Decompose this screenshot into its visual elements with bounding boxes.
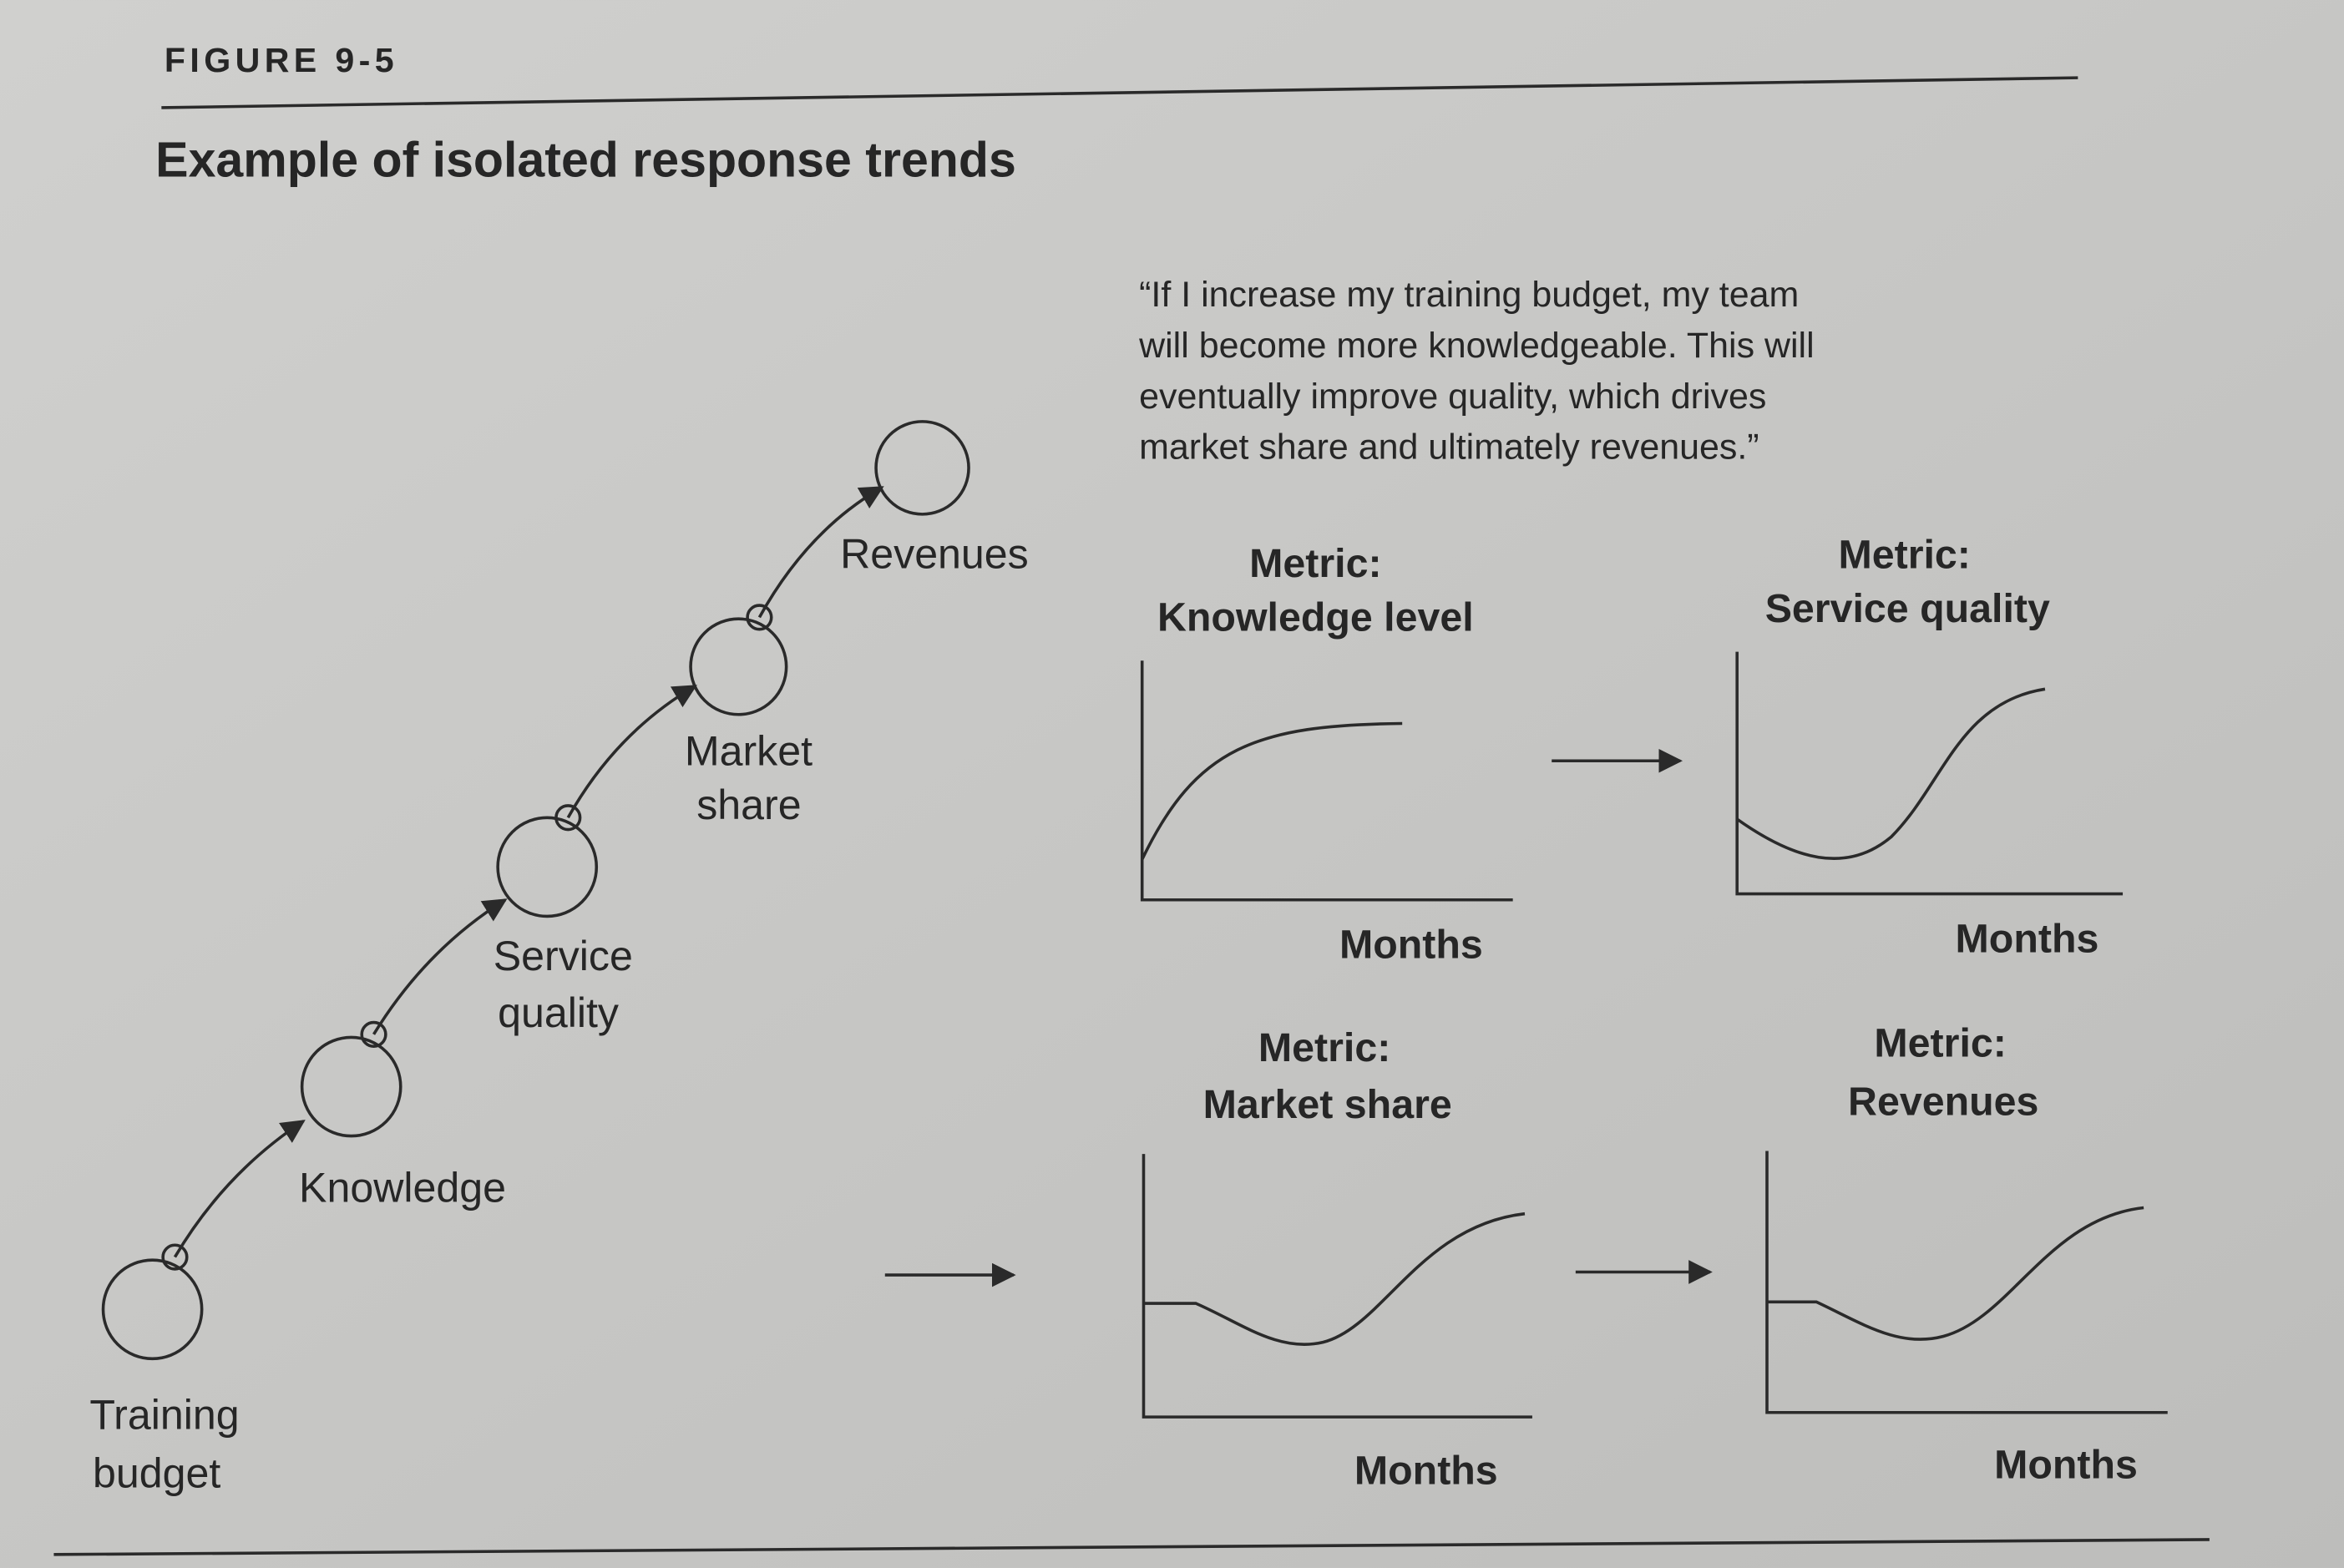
bottom-rule xyxy=(53,1538,2210,1556)
chart-curve xyxy=(1736,687,2046,861)
chart-service-quality: Metric: Service quality Months xyxy=(1735,532,2124,961)
chart-curve xyxy=(1143,1211,1526,1347)
chart-title: Market share xyxy=(1203,1082,1452,1127)
x-axis-label: Months xyxy=(1339,923,1483,968)
top-rule xyxy=(161,76,2078,109)
chart-axes xyxy=(1765,1151,2168,1414)
figure-label: FIGURE 9-5 xyxy=(165,41,398,79)
connector-icon xyxy=(746,604,773,631)
figure-title: Example of isolated response trends xyxy=(155,132,1016,187)
node-service-quality xyxy=(496,816,599,918)
node-revenues xyxy=(874,420,970,516)
chart-revenues: Metric: Revenues Months xyxy=(1765,1021,2168,1488)
node-label: Market xyxy=(685,728,813,775)
node-label: Knowledge xyxy=(299,1164,506,1211)
arrow-icon xyxy=(566,685,697,819)
x-axis-label: Months xyxy=(1994,1443,2138,1488)
connector-icon xyxy=(554,804,582,832)
quote-line: will become more knowledgeable. This wil… xyxy=(1138,326,1815,366)
chart-title: Metric: xyxy=(1838,532,1970,577)
chart-axes xyxy=(1140,660,1513,902)
chart-axes xyxy=(1142,1154,1532,1419)
chart-title: Knowledge level xyxy=(1157,595,1474,640)
arrow-icon xyxy=(757,486,884,619)
chart-axes xyxy=(1735,651,2124,896)
chart-curve xyxy=(1766,1206,2144,1341)
chart-title: Metric: xyxy=(1258,1025,1390,1070)
node-label: Service xyxy=(494,933,633,979)
chart-curve xyxy=(1141,721,1403,861)
quote-line: market share and ultimately revenues.” xyxy=(1139,427,1759,468)
chart-market-share: Metric: Market share Months xyxy=(1142,1025,1532,1494)
arrow-icon xyxy=(173,1120,306,1258)
chart-title: Revenues xyxy=(1848,1080,2038,1125)
x-axis-label: Months xyxy=(1354,1449,1498,1494)
node-label: Revenues xyxy=(840,530,1029,577)
arrow-icon xyxy=(372,898,508,1035)
node-label: quality xyxy=(498,989,619,1036)
quote-line: “If I increase my training budget, my te… xyxy=(1139,275,1799,315)
chart-knowledge-level: Metric: Knowledge level Months xyxy=(1140,541,1513,968)
quote-line: eventually improve quality, which drives xyxy=(1139,377,1766,417)
connector-icon xyxy=(360,1020,387,1048)
connector-icon xyxy=(161,1243,189,1271)
chart-title: Service quality xyxy=(1765,586,2050,631)
x-axis-label: Months xyxy=(1956,916,2099,961)
quote: “If I increase my training budget, my te… xyxy=(1138,275,1815,468)
node-training-budget xyxy=(101,1258,204,1361)
causal-chain: Training budget Knowledge Service qualit… xyxy=(89,420,1029,1496)
node-knowledge xyxy=(300,1035,402,1138)
node-label: share xyxy=(696,781,801,828)
node-label: budget xyxy=(93,1449,220,1496)
node-market-share xyxy=(689,617,788,716)
node-label: Training xyxy=(89,1391,239,1438)
chart-title: Metric: xyxy=(1874,1021,2006,1066)
chart-title: Metric: xyxy=(1249,541,1381,586)
